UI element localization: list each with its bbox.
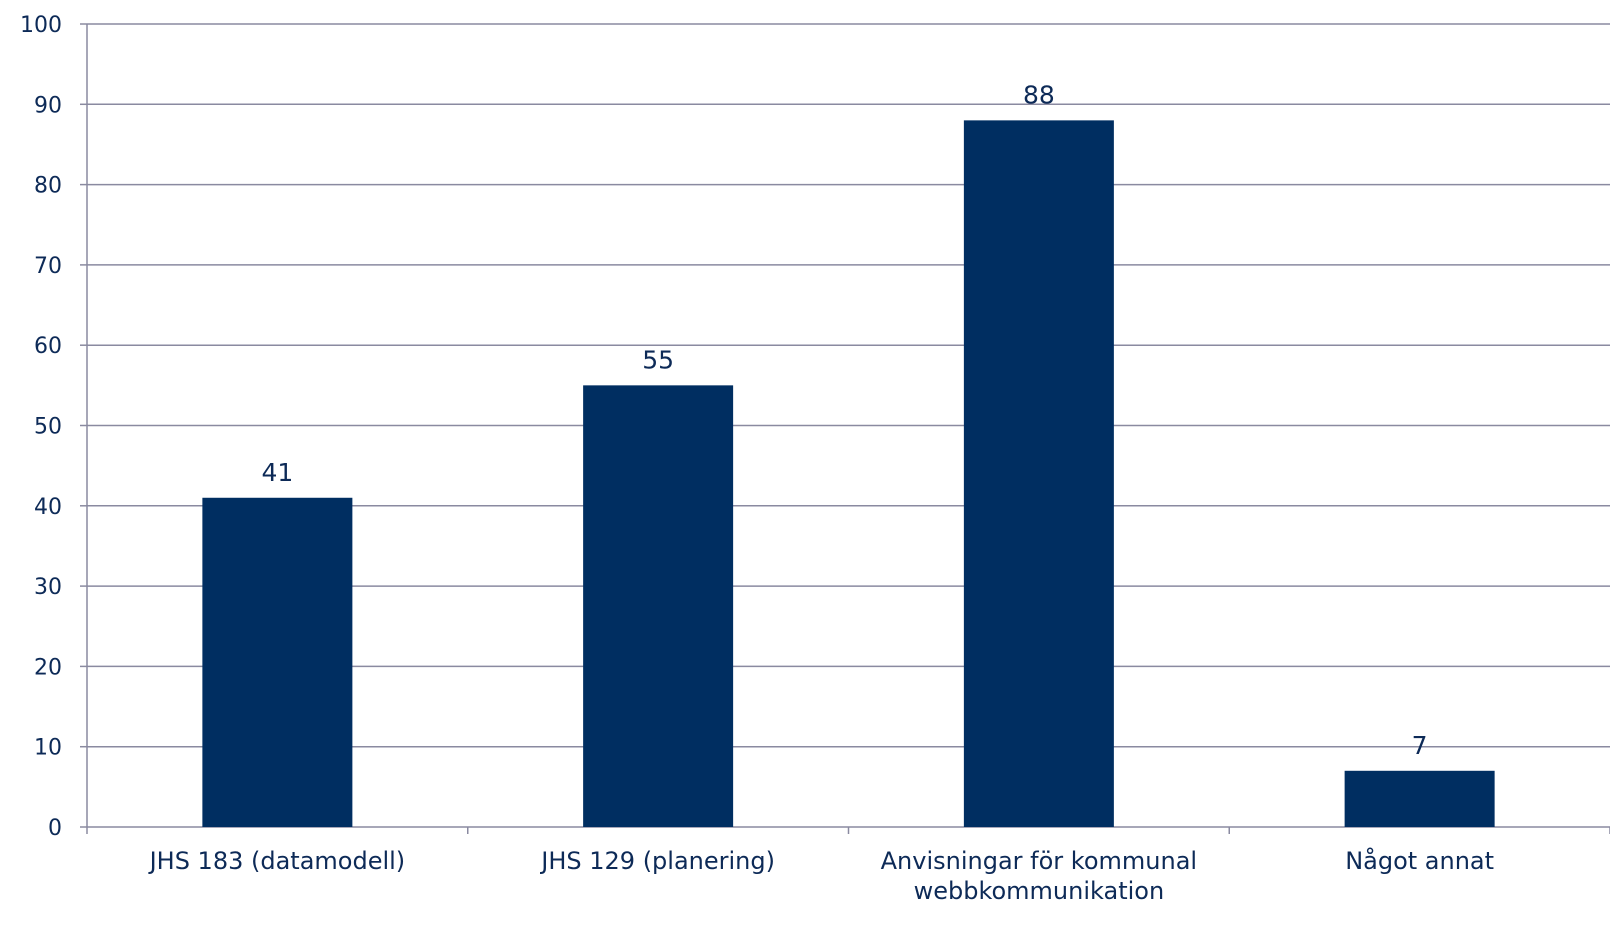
bar [202, 497, 353, 827]
data-label: 88 [1023, 80, 1055, 109]
y-tick-label: 0 [48, 816, 62, 841]
data-label: 41 [261, 458, 293, 487]
category-label-line: webbkommunikation [914, 877, 1165, 905]
bar [583, 385, 734, 827]
y-tick-label: 30 [34, 575, 62, 600]
category-label-line: Anvisningar för kommunal [881, 847, 1197, 875]
category-label: Något annat [1345, 846, 1494, 875]
category-label-line: Något annat [1345, 846, 1494, 875]
category-label: JHS 129 (planering) [539, 847, 775, 875]
category-label-line: JHS 183 (datamodell) [148, 847, 406, 875]
y-tick-label: 50 [34, 415, 62, 440]
bar [1344, 770, 1495, 827]
bar [963, 120, 1114, 828]
y-tick-label: 80 [34, 174, 62, 199]
category-label: Anvisningar för kommunal webbkommunikatio… [881, 847, 1197, 905]
data-label: 7 [1412, 731, 1428, 760]
data-label: 55 [642, 345, 674, 374]
category-label-line: JHS 129 (planering) [539, 847, 775, 875]
category-label: JHS 183 (datamodell) [148, 847, 406, 875]
y-tick-label: 70 [34, 254, 62, 279]
y-tick-label: 10 [34, 736, 62, 761]
y-tick-label: 60 [34, 334, 62, 359]
y-tick-label: 20 [34, 655, 62, 680]
labels: 0 10 20 30 40 50 60 70 80 90 100 41 JHS 183 (datamod… [20, 13, 1494, 905]
y-tick-label: 90 [34, 93, 62, 118]
bars [202, 120, 1495, 828]
y-tick-label: 100 [20, 13, 62, 38]
y-tick-label: 40 [34, 495, 62, 520]
